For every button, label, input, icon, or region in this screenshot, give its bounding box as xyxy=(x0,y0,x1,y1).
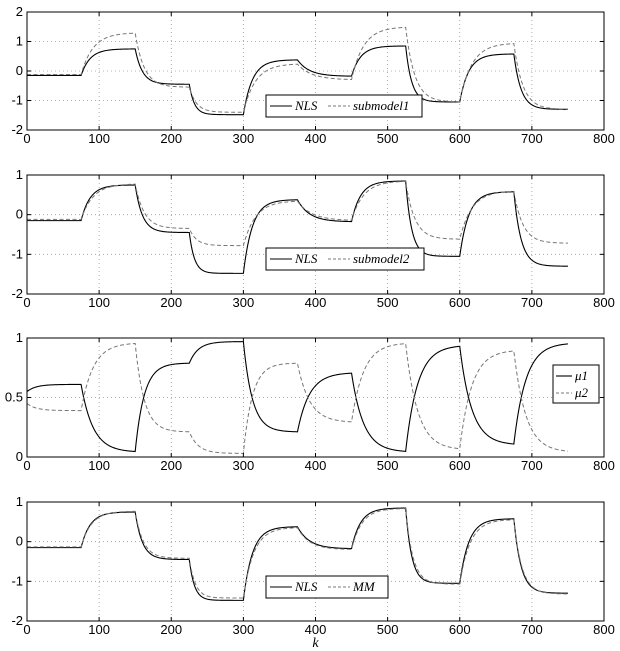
y-tick-label: 0 xyxy=(16,449,23,464)
axes-frame xyxy=(26,501,605,622)
axes-frame xyxy=(26,174,605,295)
x-tick-label: 100 xyxy=(88,131,110,146)
x-tick-label: 800 xyxy=(593,458,615,473)
x-tick-label: 600 xyxy=(449,458,471,473)
series-nls-line xyxy=(27,507,568,601)
x-tick-label: 400 xyxy=(305,131,327,146)
x-tick-label: 300 xyxy=(233,131,255,146)
series-nls-line xyxy=(27,45,568,116)
legend-label: submodel1 xyxy=(353,98,409,113)
x-tick-label: 300 xyxy=(233,458,255,473)
x-tick-label: 300 xyxy=(233,295,255,310)
x-tick-label: 500 xyxy=(377,131,399,146)
y-tick-label: 0 xyxy=(16,63,23,78)
x-tick-label: 200 xyxy=(160,131,182,146)
y-tick-label: 0 xyxy=(16,207,23,222)
series-submodel1-line xyxy=(27,26,568,113)
legend-label: μ2 xyxy=(574,385,589,400)
subplot-1: 0 100 200 300 400 500 600 700 800 2 1 0 -1 -2 NLS submo… xyxy=(11,4,614,146)
x-tick-label: 600 xyxy=(449,295,471,310)
series-2-line xyxy=(26,342,568,454)
x-tick-label: 400 xyxy=(305,622,327,637)
x-tick-label: 700 xyxy=(521,622,543,637)
y-tick-label: 1 xyxy=(16,167,23,182)
x-tick-label: 600 xyxy=(449,622,471,637)
legend: NLS submodel1 xyxy=(265,94,423,118)
x-tick-label: 700 xyxy=(521,295,543,310)
x-tick-label: 0 xyxy=(23,458,30,473)
x-tick-label: 600 xyxy=(449,131,471,146)
x-axis-label: k xyxy=(312,636,319,651)
grid xyxy=(27,175,604,294)
y-tick-label: 2 xyxy=(16,4,23,19)
series-1-line xyxy=(26,341,568,453)
x-tick-label: 200 xyxy=(160,295,182,310)
legend-label: submodel2 xyxy=(353,251,410,266)
x-tick-label: 800 xyxy=(593,131,615,146)
x-tick-label: 100 xyxy=(88,458,110,473)
x-tick-label: 700 xyxy=(521,131,543,146)
legend-label: MM xyxy=(352,579,376,594)
legend: NLS MM xyxy=(265,575,389,599)
legend-box xyxy=(265,575,389,599)
legend-label: NLS xyxy=(294,579,318,594)
x-tick-label: 400 xyxy=(305,458,327,473)
x-tick-label: 100 xyxy=(88,295,110,310)
y-tick-label: -2 xyxy=(11,286,23,301)
series-submodel2-line xyxy=(27,180,568,247)
x-tick-label: 800 xyxy=(593,295,615,310)
x-tick-label: 100 xyxy=(88,622,110,637)
grid xyxy=(27,338,604,457)
x-tick-label: 800 xyxy=(593,622,615,637)
y-tick-label: 0 xyxy=(16,534,23,549)
x-tick-label: 200 xyxy=(160,458,182,473)
x-tick-label: 200 xyxy=(160,622,182,637)
x-tick-label: 0 xyxy=(23,622,30,637)
series-mm-line xyxy=(27,508,568,599)
y-tick-label: -1 xyxy=(11,93,23,108)
legend-label: NLS xyxy=(294,98,318,113)
y-tick-label: -1 xyxy=(11,573,23,588)
y-tick-label: -1 xyxy=(11,246,23,261)
x-tick-label: 0 xyxy=(23,131,30,146)
x-tick-label: 0 xyxy=(23,295,30,310)
legend-label: μ1 xyxy=(574,368,588,383)
legend: NLS submodel2 xyxy=(265,247,425,271)
grid xyxy=(27,502,604,621)
x-tick-label: 400 xyxy=(305,295,327,310)
legend-box xyxy=(552,364,600,404)
x-tick-label: 300 xyxy=(233,622,255,637)
y-tick-label: 1 xyxy=(16,34,23,49)
x-tick-label: 500 xyxy=(377,458,399,473)
subplot-4: 0 100 200 300 400 500 600 700 800 1 0 -1 -2 k NLS MM xyxy=(11,494,614,651)
x-tick-label: 500 xyxy=(377,295,399,310)
y-tick-label: 1 xyxy=(16,330,23,345)
x-tick-label: 500 xyxy=(377,622,399,637)
y-tick-label: 0.5 xyxy=(5,390,23,405)
legend-label: NLS xyxy=(294,251,318,266)
x-tick-label: 700 xyxy=(521,458,543,473)
subplot-2: 0 100 200 300 400 500 600 700 800 1 0 -1 -2 NLS submod… xyxy=(11,167,614,310)
y-tick-label: -2 xyxy=(11,122,23,137)
y-tick-label: -2 xyxy=(11,613,23,628)
y-tick-label: 1 xyxy=(16,494,23,509)
